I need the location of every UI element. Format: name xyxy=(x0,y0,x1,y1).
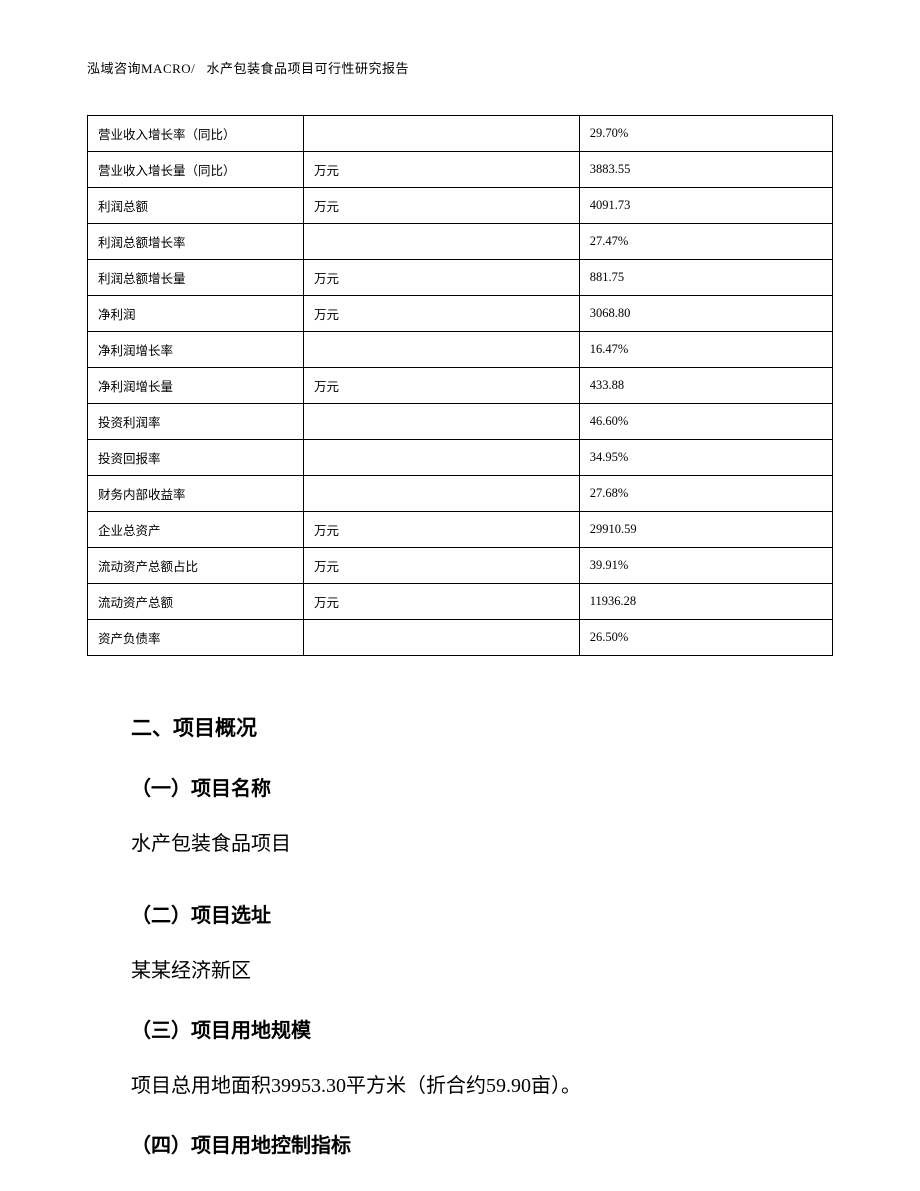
row-unit: 万元 xyxy=(304,368,580,404)
header-company: 泓域咨询MACRO/ xyxy=(87,61,195,76)
row-value: 16.47% xyxy=(579,332,832,368)
row-label: 流动资产总额 xyxy=(88,584,304,620)
table-row: 营业收入增长量（同比）万元3883.55 xyxy=(88,152,833,188)
table-row: 利润总额增长率 27.47% xyxy=(88,224,833,260)
row-label: 利润总额增长率 xyxy=(88,224,304,260)
row-unit: 万元 xyxy=(304,152,580,188)
row-value: 4091.73 xyxy=(579,188,832,224)
row-value: 26.50% xyxy=(579,620,832,656)
table-row: 企业总资产万元29910.59 xyxy=(88,512,833,548)
subsection-3-heading: （三）项目用地规模 xyxy=(131,1014,813,1043)
header-title: 水产包装食品项目可行性研究报告 xyxy=(207,61,410,76)
table-row: 财务内部收益率 27.68% xyxy=(88,476,833,512)
row-label: 净利润 xyxy=(88,296,304,332)
section-heading-main: 二、项目概况 xyxy=(131,712,813,742)
row-value: 3068.80 xyxy=(579,296,832,332)
row-value: 29.70% xyxy=(579,116,832,152)
row-label: 营业收入增长量（同比） xyxy=(88,152,304,188)
row-label: 利润总额 xyxy=(88,188,304,224)
row-unit xyxy=(304,116,580,152)
table-row: 利润总额增长量万元881.75 xyxy=(88,260,833,296)
content-section: 二、项目概况 （一）项目名称 水产包装食品项目 （二）项目选址 某某经济新区 （… xyxy=(87,712,833,1158)
row-value: 46.60% xyxy=(579,404,832,440)
row-value: 27.68% xyxy=(579,476,832,512)
row-value: 11936.28 xyxy=(579,584,832,620)
row-value: 39.91% xyxy=(579,548,832,584)
subsection-4-heading: （四）项目用地控制指标 xyxy=(131,1129,813,1158)
row-value: 29910.59 xyxy=(579,512,832,548)
row-unit xyxy=(304,620,580,656)
row-unit: 万元 xyxy=(304,548,580,584)
page-header: 泓域咨询MACRO/ 水产包装食品项目可行性研究报告 xyxy=(87,58,833,77)
table-row: 净利润万元3068.80 xyxy=(88,296,833,332)
row-unit xyxy=(304,332,580,368)
row-label: 投资回报率 xyxy=(88,440,304,476)
row-label: 净利润增长率 xyxy=(88,332,304,368)
table-row: 投资回报率 34.95% xyxy=(88,440,833,476)
table-row: 流动资产总额占比万元39.91% xyxy=(88,548,833,584)
row-label: 利润总额增长量 xyxy=(88,260,304,296)
subsection-3-body: 项目总用地面积39953.30平方米（折合约59.90亩）。 xyxy=(131,1067,813,1105)
row-unit xyxy=(304,440,580,476)
table-row: 投资利润率 46.60% xyxy=(88,404,833,440)
row-label: 净利润增长量 xyxy=(88,368,304,404)
row-unit: 万元 xyxy=(304,188,580,224)
row-label: 企业总资产 xyxy=(88,512,304,548)
table-row: 净利润增长率 16.47% xyxy=(88,332,833,368)
row-value: 34.95% xyxy=(579,440,832,476)
row-label: 资产负债率 xyxy=(88,620,304,656)
row-unit xyxy=(304,404,580,440)
row-label: 投资利润率 xyxy=(88,404,304,440)
table-row: 资产负债率 26.50% xyxy=(88,620,833,656)
row-label: 财务内部收益率 xyxy=(88,476,304,512)
row-label: 营业收入增长率（同比） xyxy=(88,116,304,152)
row-label: 流动资产总额占比 xyxy=(88,548,304,584)
subsection-2-body: 某某经济新区 xyxy=(131,952,813,990)
row-unit xyxy=(304,476,580,512)
row-unit: 万元 xyxy=(304,296,580,332)
table-row: 营业收入增长率（同比） 29.70% xyxy=(88,116,833,152)
subsection-2-heading: （二）项目选址 xyxy=(131,899,813,928)
financial-table: 营业收入增长率（同比）29.70%营业收入增长量（同比）万元3883.55利润总… xyxy=(87,115,833,656)
table-row: 净利润增长量万元433.88 xyxy=(88,368,833,404)
table-row: 利润总额万元4091.73 xyxy=(88,188,833,224)
row-value: 881.75 xyxy=(579,260,832,296)
row-value: 27.47% xyxy=(579,224,832,260)
table-row: 流动资产总额万元11936.28 xyxy=(88,584,833,620)
subsection-1-heading: （一）项目名称 xyxy=(131,772,813,801)
row-unit: 万元 xyxy=(304,584,580,620)
row-unit: 万元 xyxy=(304,260,580,296)
row-unit: 万元 xyxy=(304,512,580,548)
row-value: 3883.55 xyxy=(579,152,832,188)
row-unit xyxy=(304,224,580,260)
row-value: 433.88 xyxy=(579,368,832,404)
subsection-1-body: 水产包装食品项目 xyxy=(131,825,813,863)
